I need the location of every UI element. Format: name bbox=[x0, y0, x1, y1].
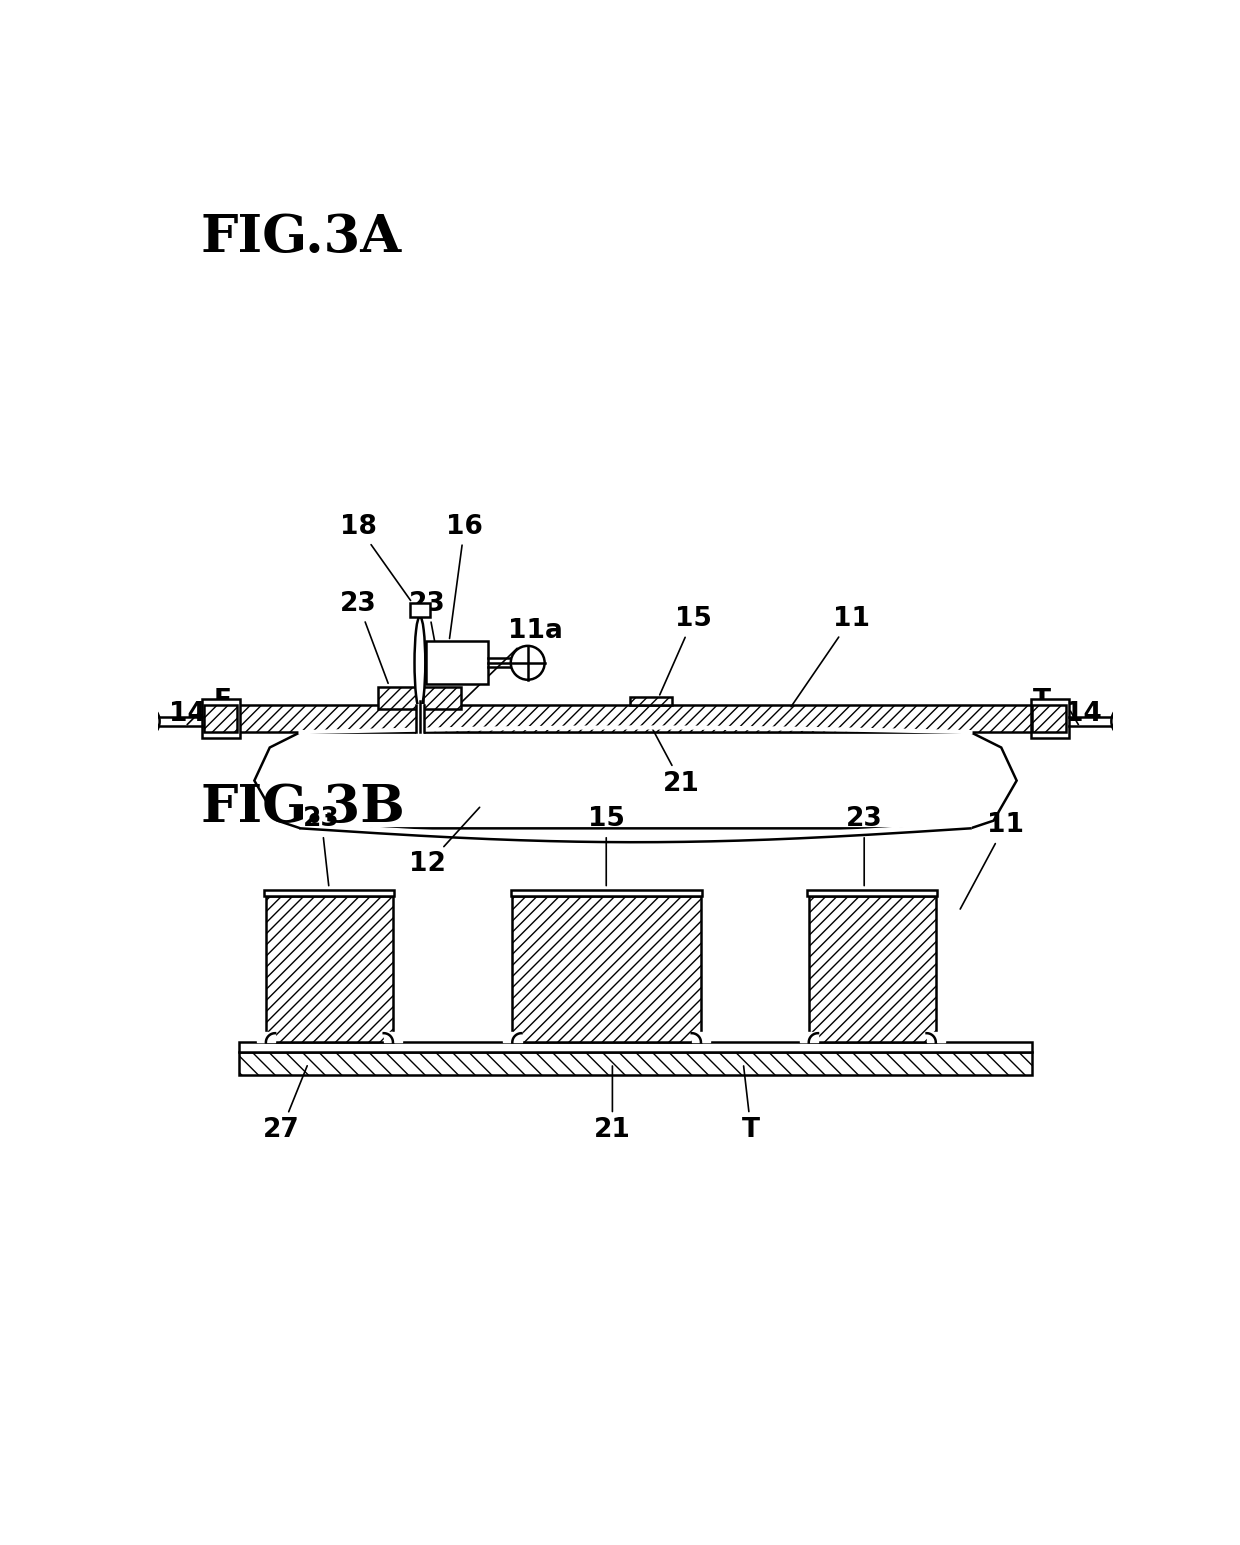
Text: 18: 18 bbox=[340, 513, 410, 601]
Bar bbox=[1030, 698, 1069, 739]
Text: 21: 21 bbox=[652, 728, 701, 797]
Text: T: T bbox=[742, 1066, 760, 1143]
Circle shape bbox=[511, 646, 544, 680]
Text: 11a: 11a bbox=[456, 618, 563, 708]
Bar bbox=[265, 896, 393, 1043]
Bar bbox=[410, 603, 430, 616]
Bar bbox=[427, 641, 487, 684]
Bar bbox=[511, 890, 703, 896]
Bar bbox=[378, 688, 417, 709]
Text: 15: 15 bbox=[660, 606, 712, 695]
Text: 23: 23 bbox=[846, 806, 883, 885]
Circle shape bbox=[1111, 705, 1146, 739]
Text: 11: 11 bbox=[791, 606, 869, 706]
Text: 12: 12 bbox=[409, 808, 480, 878]
Circle shape bbox=[125, 705, 160, 739]
Text: 27: 27 bbox=[263, 1066, 308, 1143]
Bar bbox=[239, 1043, 1032, 1052]
Bar bbox=[807, 890, 937, 896]
Text: T: T bbox=[1033, 689, 1052, 714]
Text: 14: 14 bbox=[1065, 701, 1102, 728]
Text: 23: 23 bbox=[340, 590, 388, 683]
Text: 16: 16 bbox=[446, 513, 484, 638]
Text: 11: 11 bbox=[960, 813, 1023, 908]
Bar bbox=[417, 703, 424, 734]
Text: 15: 15 bbox=[588, 806, 625, 885]
Bar bbox=[203, 705, 237, 732]
Text: 23: 23 bbox=[303, 806, 340, 885]
Text: FIG.3A: FIG.3A bbox=[201, 212, 402, 263]
Ellipse shape bbox=[414, 616, 425, 709]
Bar bbox=[630, 697, 672, 705]
Bar bbox=[239, 705, 1032, 732]
Bar bbox=[1032, 705, 1066, 732]
Text: 23: 23 bbox=[409, 590, 446, 683]
Text: F: F bbox=[213, 689, 232, 714]
Bar bbox=[512, 896, 701, 1043]
Bar bbox=[202, 698, 241, 739]
Bar bbox=[264, 890, 394, 896]
Bar bbox=[239, 1052, 1032, 1075]
Bar bbox=[808, 896, 936, 1043]
Text: FIG.3B: FIG.3B bbox=[201, 782, 405, 833]
Bar bbox=[423, 688, 461, 709]
Text: 14: 14 bbox=[169, 701, 206, 728]
Polygon shape bbox=[254, 732, 1017, 828]
Text: 21: 21 bbox=[594, 1066, 631, 1143]
